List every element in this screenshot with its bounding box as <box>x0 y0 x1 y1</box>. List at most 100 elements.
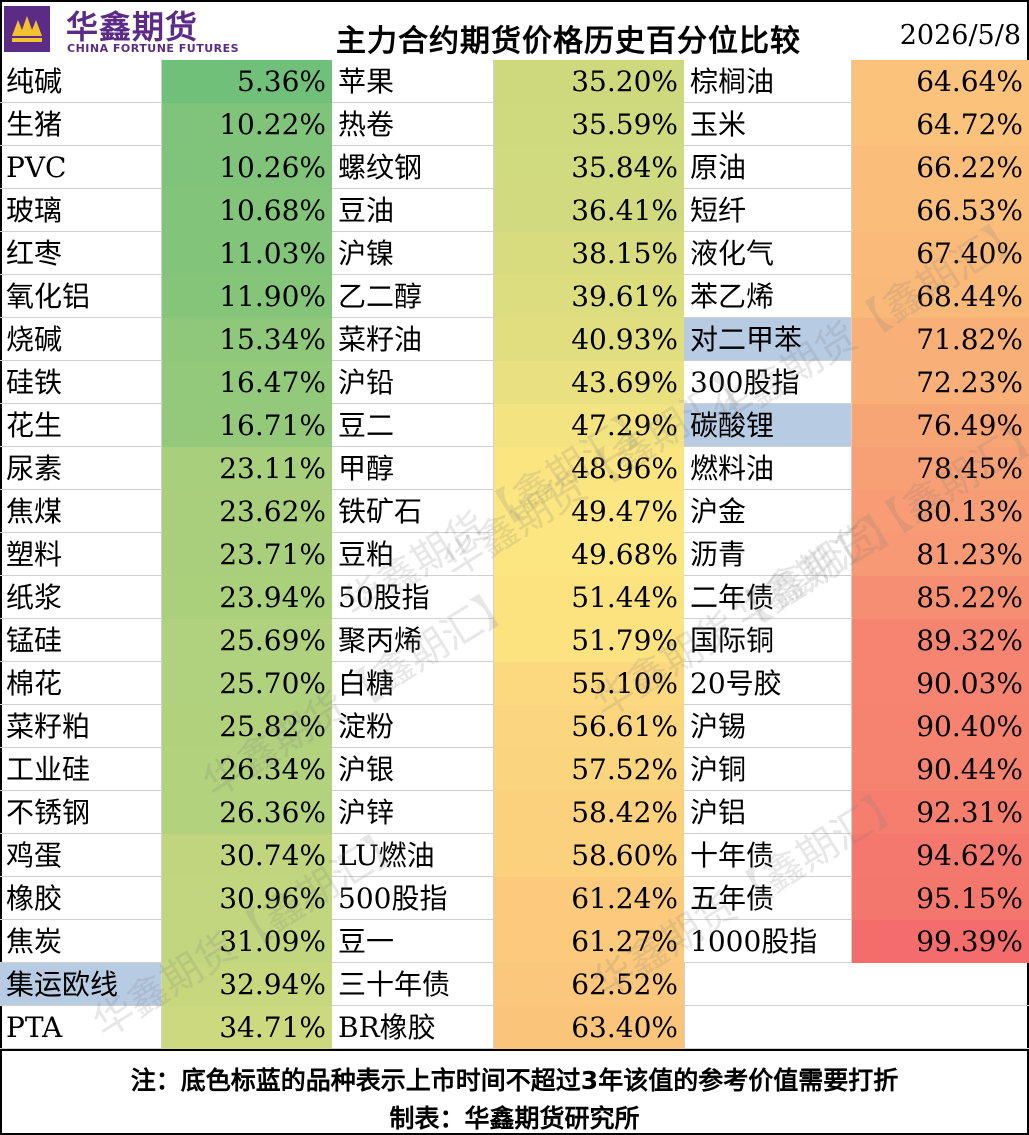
percentile-value: 11.90% <box>162 275 332 318</box>
percentile-value: 11.03% <box>162 232 332 275</box>
percentile-value: 63.40% <box>494 1006 684 1049</box>
commodity-name: 二年债 <box>684 576 852 619</box>
percentile-value: 25.82% <box>162 705 332 748</box>
commodity-name: 500股指 <box>332 877 494 920</box>
percentile-value: 5.36% <box>162 60 332 103</box>
commodity-name: 玉米 <box>684 103 852 146</box>
percentile-table: 纯碱 5.36% 生猪 10.22% PVC 10.26% 玻璃 10.68% 红枣 11.03%… <box>0 60 1029 1050</box>
commodity-name: 螺纹钢 <box>332 146 494 189</box>
commodity-name: 鸡蛋 <box>0 834 162 877</box>
commodity-name: 尿素 <box>0 447 162 490</box>
commodity-name: 沪银 <box>332 748 494 791</box>
percentile-value: 68.44% <box>852 275 1029 318</box>
percentile-value: 35.59% <box>494 103 684 146</box>
percentile-value: 49.68% <box>494 533 684 576</box>
commodity-name: 花生 <box>0 404 162 447</box>
percentile-value: 72.23% <box>852 361 1029 404</box>
commodity-name: 豆二 <box>332 404 494 447</box>
percentile-value: 23.62% <box>162 490 332 533</box>
commodity-name: 苹果 <box>332 60 494 103</box>
commodity-name: 300股指 <box>684 361 852 404</box>
percentile-value: 43.69% <box>494 361 684 404</box>
percentile-value: 47.29% <box>494 404 684 447</box>
percentile-value: 16.47% <box>162 361 332 404</box>
percentile-value: 36.41% <box>494 189 684 232</box>
commodity-name: 20号胶 <box>684 662 852 705</box>
percentile-value: 90.40% <box>852 705 1029 748</box>
commodity-name: 沪金 <box>684 490 852 533</box>
percentile-value: 99.39% <box>852 920 1029 963</box>
commodity-name: 短纤 <box>684 189 852 232</box>
percentile-value: 78.45% <box>852 447 1029 490</box>
commodity-name: 橡胶 <box>0 877 162 920</box>
percentile-value: 92.31% <box>852 791 1029 834</box>
report-date: 2026/5/8 <box>899 20 1021 51</box>
empty-cell <box>684 1006 1029 1049</box>
commodity-name: 原油 <box>684 146 852 189</box>
percentile-value: 94.62% <box>852 834 1029 877</box>
percentile-value: 31.09% <box>162 920 332 963</box>
percentile-value: 16.71% <box>162 404 332 447</box>
commodity-name: PVC <box>0 146 162 189</box>
percentile-value: 10.22% <box>162 103 332 146</box>
commodity-name: 棉花 <box>0 662 162 705</box>
commodity-name: 菜籽粕 <box>0 705 162 748</box>
percentile-value: 95.15% <box>852 877 1029 920</box>
empty-cell <box>684 963 1029 1006</box>
percentile-value: 89.32% <box>852 619 1029 662</box>
percentile-value: 25.69% <box>162 619 332 662</box>
commodity-name: 玻璃 <box>0 189 162 232</box>
commodity-name: 乙二醇 <box>332 275 494 318</box>
commodity-name: PTA <box>0 1006 162 1049</box>
commodity-name: 甲醇 <box>332 447 494 490</box>
commodity-name: 对二甲苯 <box>684 318 852 361</box>
percentile-value: 23.11% <box>162 447 332 490</box>
commodity-name: 集运欧线 <box>0 963 162 1006</box>
percentile-value: 23.94% <box>162 576 332 619</box>
commodity-name: 沪锌 <box>332 791 494 834</box>
percentile-value: 23.71% <box>162 533 332 576</box>
logo-text-en: CHINA FORTUNE FUTURES <box>67 42 240 55</box>
commodity-name: 十年债 <box>684 834 852 877</box>
commodity-name: 沪锡 <box>684 705 852 748</box>
commodity-name: 燃料油 <box>684 447 852 490</box>
commodity-name: 氧化铝 <box>0 275 162 318</box>
percentile-value: 56.61% <box>494 705 684 748</box>
percentile-value: 61.24% <box>494 877 684 920</box>
percentile-value: 58.42% <box>494 791 684 834</box>
percentile-value: 81.23% <box>852 533 1029 576</box>
percentile-value: 26.36% <box>162 791 332 834</box>
percentile-value: 55.10% <box>494 662 684 705</box>
percentile-value: 61.27% <box>494 920 684 963</box>
commodity-name: 碳酸锂 <box>684 404 852 447</box>
footer-credit: 制表：华鑫期货研究所 <box>389 1104 640 1133</box>
page-title: 主力合约期货价格历史百分位比较 <box>336 24 801 59</box>
percentile-value: 10.68% <box>162 189 332 232</box>
commodity-name: 锰硅 <box>0 619 162 662</box>
percentile-value: 15.34% <box>162 318 332 361</box>
commodity-name: 聚丙烯 <box>332 619 494 662</box>
commodity-name: 工业硅 <box>0 748 162 791</box>
commodity-name: 菜籽油 <box>332 318 494 361</box>
percentile-value: 67.40% <box>852 232 1029 275</box>
commodity-name: 焦炭 <box>0 920 162 963</box>
percentile-value: 71.82% <box>852 318 1029 361</box>
commodity-name: 烧碱 <box>0 318 162 361</box>
percentile-value: 62.52% <box>494 963 684 1006</box>
commodity-name: 沪镍 <box>332 232 494 275</box>
commodity-name: 沪铜 <box>684 748 852 791</box>
commodity-name: 豆油 <box>332 189 494 232</box>
percentile-value: 66.53% <box>852 189 1029 232</box>
commodity-name: 不锈钢 <box>0 791 162 834</box>
percentile-value: 51.44% <box>494 576 684 619</box>
percentile-value: 34.71% <box>162 1006 332 1049</box>
header: 华鑫期货 CHINA FORTUNE FUTURES 主力合约期货价格历史百分位… <box>0 0 1029 60</box>
commodity-name: 白糖 <box>332 662 494 705</box>
percentile-value: 48.96% <box>494 447 684 490</box>
commodity-name: 纸浆 <box>0 576 162 619</box>
percentile-value: 39.61% <box>494 275 684 318</box>
percentile-value: 38.15% <box>494 232 684 275</box>
percentile-value: 85.22% <box>852 576 1029 619</box>
percentile-value: 32.94% <box>162 963 332 1006</box>
commodity-name: 塑料 <box>0 533 162 576</box>
